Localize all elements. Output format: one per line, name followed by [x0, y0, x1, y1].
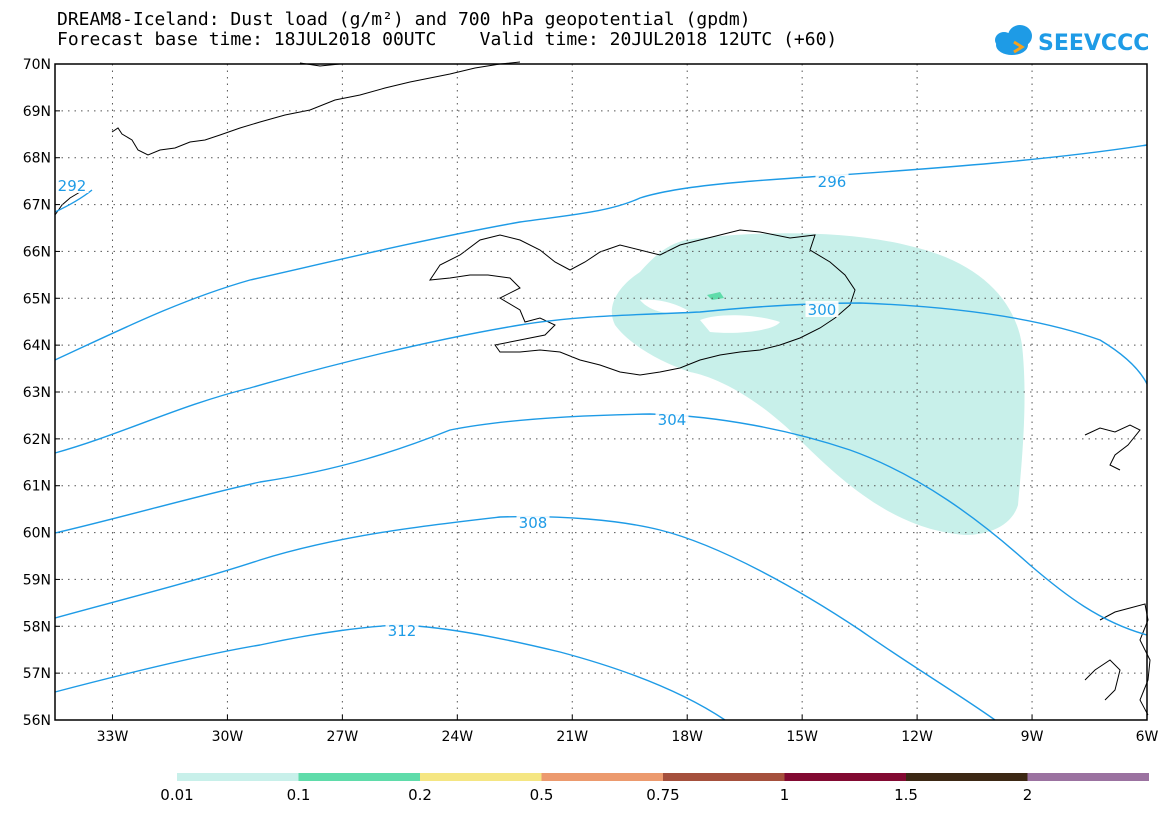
- contour-label-296: 296: [818, 173, 847, 191]
- contour-line-308: [54, 515, 996, 721]
- lon-label: 24W: [441, 729, 473, 745]
- contour-line-292: [54, 189, 93, 213]
- map-frame: [54, 63, 1148, 721]
- lon-label: 6W: [1136, 729, 1159, 745]
- lon-label: 21W: [556, 729, 588, 745]
- contour-label-bg: [516, 514, 550, 530]
- cloud-icon: [995, 25, 1032, 55]
- colorbar-swatch: [1027, 773, 1149, 781]
- colorbar-swatch: [177, 773, 299, 781]
- longitude-labels: 33W 30W 27W 24W 21W 18W 15W 12W 9W 6W: [97, 729, 1159, 745]
- contour-label-300: 300: [808, 301, 837, 319]
- colorbar-label: 0.1: [287, 786, 311, 804]
- colorbar: 0.01 0.1 0.2 0.5 0.75 1 1.5 2: [160, 773, 1149, 804]
- contour-line-300: [54, 302, 1148, 454]
- colorbar-label: 2: [1023, 786, 1033, 804]
- colorbar-label: 0.01: [160, 786, 193, 804]
- colorbar-swatch: [906, 773, 1028, 781]
- geopotential-contours: 292 296 300 304 308 312: [54, 144, 1148, 721]
- lat-label: 60N: [23, 526, 51, 542]
- lat-label: 63N: [23, 385, 51, 401]
- lon-label: 18W: [671, 729, 703, 745]
- lat-label: 58N: [23, 619, 51, 635]
- contour-label-bg: [655, 411, 689, 427]
- lat-label: 59N: [23, 572, 51, 588]
- iceland-coast: [428, 229, 856, 376]
- lat-label: 57N: [23, 666, 51, 682]
- scotland-coast: [1084, 603, 1151, 716]
- colorbar-swatch: [541, 773, 663, 781]
- contour-label-308: 308: [519, 514, 548, 532]
- lon-label: 12W: [901, 729, 933, 745]
- colorbar-swatch: [420, 773, 542, 781]
- dust-load-patch: [707, 292, 724, 300]
- lon-label: 9W: [1021, 729, 1044, 745]
- colorbar-label: 0.2: [408, 786, 432, 804]
- map-title: DREAM8-Iceland: Dust load (g/m²) and 700…: [57, 9, 751, 30]
- lon-label: 33W: [97, 729, 129, 745]
- faroe-coast: [1084, 424, 1141, 471]
- lon-label: 27W: [327, 729, 359, 745]
- lat-label: 66N: [23, 244, 51, 260]
- map-subtitle-times: Forecast base time: 18JUL2018 00UTC Vali…: [57, 29, 838, 50]
- lat-label: 68N: [23, 151, 51, 167]
- contour-label-bg: [55, 177, 89, 193]
- lon-label: 15W: [786, 729, 818, 745]
- colorbar-swatch: [298, 773, 420, 781]
- contour-label-304: 304: [658, 411, 687, 429]
- colorbar-label: 0.5: [530, 786, 554, 804]
- colorbar-label: 0.75: [646, 786, 679, 804]
- contour-label-bg: [815, 173, 849, 189]
- contour-line-296: [54, 144, 1148, 361]
- colorbar-label: 1.5: [894, 786, 918, 804]
- lat-label: 62N: [23, 432, 51, 448]
- contour-line-304: [54, 413, 1148, 636]
- greenland-coast: [54, 61, 521, 216]
- colorbar-swatch: [663, 773, 785, 781]
- colorbar-swatch: [784, 773, 906, 781]
- lat-label: 65N: [23, 291, 51, 307]
- logo-text: SEEVCCC: [1038, 31, 1149, 56]
- lon-label: 30W: [212, 729, 244, 745]
- lat-label: 70N: [23, 57, 51, 73]
- latitude-labels: 70N 69N 68N 67N 66N 65N 64N 63N 62N 61N 60N 59N 58N 5…: [23, 57, 51, 729]
- lat-label: 67N: [23, 198, 51, 214]
- contour-label-bg: [385, 622, 419, 638]
- contour-label-292: 292: [58, 177, 87, 195]
- contour-label-312: 312: [388, 622, 417, 640]
- colorbar-label: 1: [780, 786, 790, 804]
- lat-label: 64N: [23, 338, 51, 354]
- contour-label-bg: [805, 301, 839, 317]
- lat-label: 56N: [23, 713, 51, 729]
- dust-load-area: [611, 233, 1025, 535]
- seevccc-logo: SEEVCCC: [995, 25, 1149, 56]
- lat-label: 69N: [23, 104, 51, 120]
- lat-label: 61N: [23, 479, 51, 495]
